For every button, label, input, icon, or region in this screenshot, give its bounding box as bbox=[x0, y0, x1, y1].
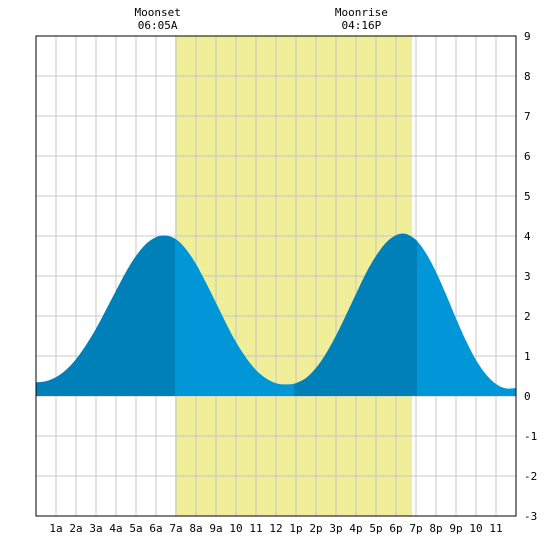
x-tick-label: 11 bbox=[489, 522, 502, 535]
x-tick-label: 7p bbox=[409, 522, 422, 535]
moon-event-time: 06:05A bbox=[138, 19, 178, 32]
y-tick-label: 0 bbox=[524, 390, 531, 403]
x-tick-label: 3a bbox=[89, 522, 102, 535]
plot-frame bbox=[35, 35, 517, 517]
x-tick-label: 11 bbox=[249, 522, 262, 535]
y-tick-label: 5 bbox=[524, 190, 531, 203]
x-tick-label: 1p bbox=[289, 522, 302, 535]
y-tick-label: 9 bbox=[524, 30, 531, 43]
y-tick-label: 2 bbox=[524, 310, 531, 323]
x-tick-label: 7a bbox=[169, 522, 182, 535]
x-tick-label: 5a bbox=[129, 522, 142, 535]
y-tick-label: -3 bbox=[524, 510, 537, 523]
x-tick-label: 2p bbox=[309, 522, 322, 535]
y-tick-label: 6 bbox=[524, 150, 531, 163]
y-tick-label: -1 bbox=[524, 430, 537, 443]
x-tick-label: 2a bbox=[69, 522, 82, 535]
x-tick-label: 12 bbox=[269, 522, 282, 535]
y-tick-label: 7 bbox=[524, 110, 531, 123]
x-tick-label: 6p bbox=[389, 522, 402, 535]
moon-event-label: Moonrise bbox=[335, 6, 388, 19]
x-tick-label: 1a bbox=[49, 522, 62, 535]
tide-area-night bbox=[36, 235, 175, 396]
tide-area-night bbox=[294, 233, 418, 396]
y-tick-label: -2 bbox=[524, 470, 537, 483]
y-tick-label: 3 bbox=[524, 270, 531, 283]
moon-event-label: Moonset bbox=[134, 6, 180, 19]
x-tick-label: 6a bbox=[149, 522, 162, 535]
x-tick-label: 10 bbox=[229, 522, 242, 535]
y-tick-label: 4 bbox=[524, 230, 531, 243]
x-tick-label: 4a bbox=[109, 522, 122, 535]
x-tick-label: 4p bbox=[349, 522, 362, 535]
y-tick-label: 8 bbox=[524, 70, 531, 83]
x-tick-label: 5p bbox=[369, 522, 382, 535]
moon-event-time: 04:16P bbox=[341, 19, 381, 32]
x-tick-label: 8a bbox=[189, 522, 202, 535]
x-tick-label: 9p bbox=[449, 522, 462, 535]
y-tick-label: 1 bbox=[524, 350, 531, 363]
x-tick-label: 3p bbox=[329, 522, 342, 535]
x-tick-label: 10 bbox=[469, 522, 482, 535]
x-tick-label: 9a bbox=[209, 522, 222, 535]
x-tick-label: 8p bbox=[429, 522, 442, 535]
